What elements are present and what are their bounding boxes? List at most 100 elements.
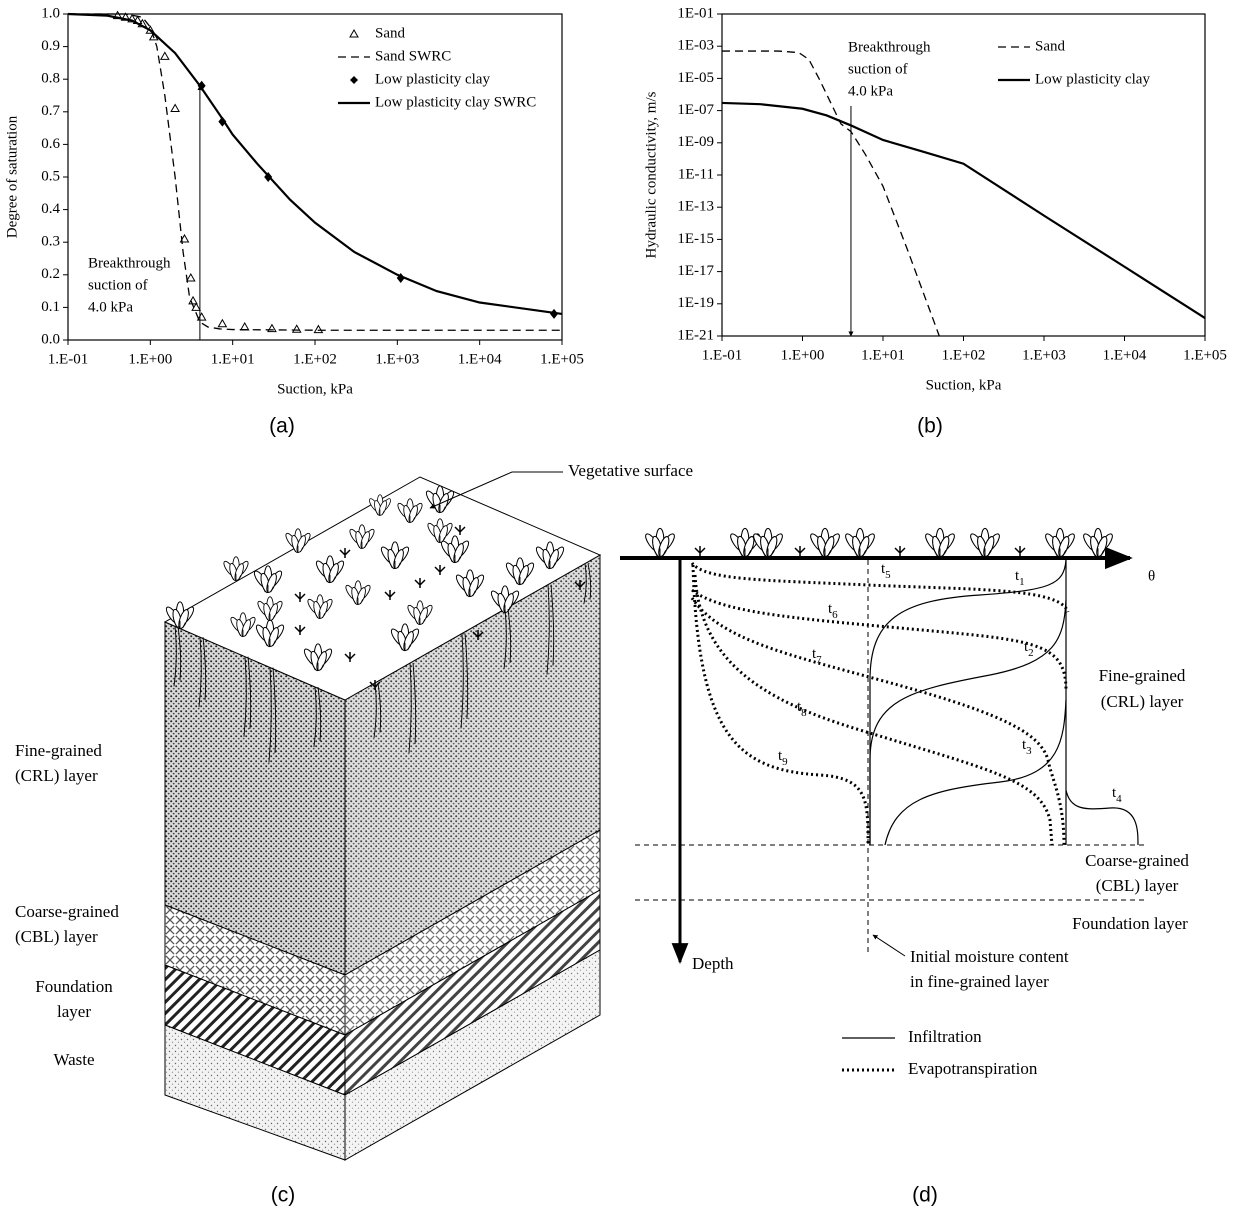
evapotranspiration-curve	[691, 588, 1068, 691]
plant	[380, 541, 410, 570]
plant	[970, 527, 1000, 558]
plant	[440, 535, 470, 564]
x-tick-label: 1.E+05	[540, 351, 584, 367]
leaf	[983, 536, 995, 557]
layer-label: Foundation layer	[1072, 914, 1188, 933]
root	[313, 686, 322, 748]
x-tick-label: 1.E+03	[1022, 347, 1066, 363]
annotation: Breakthrough	[88, 255, 171, 271]
plant	[407, 600, 433, 625]
sprout	[694, 546, 706, 556]
plot-frame	[721, 13, 1206, 337]
plant	[307, 594, 333, 619]
time-sub: 8	[801, 707, 807, 719]
data-point	[267, 323, 277, 333]
legend-text: Sand SWRC	[375, 48, 451, 64]
leaf	[438, 493, 449, 513]
time-sub: 7	[816, 654, 822, 666]
x-tick-label: 1.E+02	[942, 347, 986, 363]
leaf	[328, 563, 339, 583]
time-base: t	[1024, 639, 1029, 655]
plant	[753, 527, 783, 558]
y-tick-label: 1E-05	[677, 70, 714, 86]
sprout	[794, 546, 806, 556]
y-tick-label: 1E-13	[677, 199, 714, 215]
leaf	[268, 603, 278, 621]
data-point	[127, 13, 137, 23]
root	[408, 662, 417, 754]
sprout	[894, 546, 906, 556]
stem	[544, 560, 556, 569]
plant	[535, 541, 565, 570]
leaf	[178, 609, 189, 629]
plant	[645, 527, 675, 558]
stem	[404, 515, 416, 523]
leaf	[356, 587, 366, 605]
layer-label: Fine-grained	[15, 741, 102, 760]
plant	[345, 580, 371, 605]
sprout	[339, 548, 351, 558]
infiltration-curve	[869, 559, 1067, 845]
root	[173, 626, 182, 687]
sprout	[1014, 546, 1026, 556]
x-tick-label: 1.E-01	[702, 347, 742, 363]
infiltration-curve	[1065, 558, 1139, 846]
axis-label: Depth	[692, 954, 734, 973]
stem	[434, 535, 446, 543]
time-label: t9	[778, 748, 788, 767]
y-tick-label: 1E-07	[677, 102, 714, 118]
plant	[845, 527, 875, 558]
stem	[375, 509, 385, 516]
time-label: t2	[1024, 639, 1034, 658]
root	[373, 682, 382, 739]
cover-block	[163, 476, 602, 1161]
plant	[255, 619, 285, 648]
annotation: Breakthrough	[848, 39, 931, 55]
sprout	[294, 592, 306, 602]
surface-label: Vegetative surface	[568, 461, 693, 480]
leaf	[360, 531, 370, 549]
data-point	[188, 295, 198, 305]
note: Initial moisture content	[910, 947, 1069, 966]
infiltration-curve	[869, 599, 1067, 845]
time-sub: 2	[1028, 647, 1034, 659]
stem	[414, 617, 426, 625]
root	[268, 667, 277, 763]
plant	[369, 494, 391, 516]
time-base: t	[1112, 785, 1117, 801]
plant	[1083, 527, 1113, 558]
sprout	[414, 578, 426, 588]
stem	[292, 545, 304, 553]
y-tick-label: 1.0	[41, 5, 60, 21]
stem	[653, 548, 667, 557]
x-tick-label: 1.E-01	[48, 351, 88, 367]
root	[198, 637, 207, 708]
x-tick-label: 1.E+00	[128, 351, 172, 367]
legend-text: Infiltration	[908, 1027, 982, 1046]
layer-label: Fine-grained	[1099, 666, 1186, 685]
legend-marker	[349, 28, 359, 38]
leaf	[296, 535, 306, 553]
x-tick-label: 1.E+04	[458, 351, 502, 367]
leaf	[438, 525, 448, 543]
leader-line	[429, 471, 513, 509]
stem	[449, 554, 461, 563]
stem	[389, 560, 401, 569]
leaf	[858, 536, 870, 557]
legend-text: Evapotranspiration	[908, 1059, 1038, 1078]
sprout	[472, 630, 484, 640]
leaf	[403, 631, 414, 651]
stem	[314, 611, 326, 619]
data-line	[67, 12, 563, 316]
stem	[230, 573, 242, 581]
sprout	[294, 625, 306, 635]
leaf	[453, 543, 464, 563]
y-axis-label: Hydraulic conductivity, m/s	[643, 91, 659, 258]
stem	[356, 541, 368, 549]
time-label: t7	[812, 646, 822, 665]
time-label: t4	[1112, 785, 1122, 804]
time-label: t1	[1015, 568, 1025, 587]
leaf	[938, 536, 950, 557]
data-point	[170, 103, 180, 113]
